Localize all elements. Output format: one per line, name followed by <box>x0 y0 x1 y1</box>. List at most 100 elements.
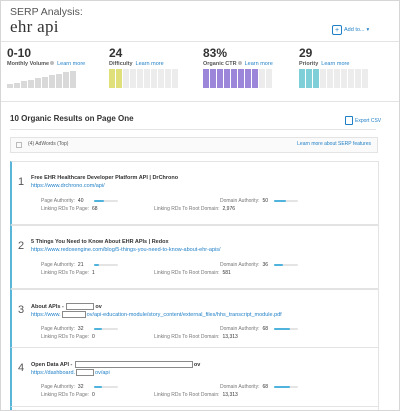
metric-bar-segment <box>123 69 129 88</box>
redacted-text <box>74 361 193 368</box>
export-csv-button[interactable]: Export CSV <box>345 116 381 125</box>
result-url[interactable]: https://www. ov/api-education-module/stor… <box>31 311 282 318</box>
result-title[interactable]: Free EHR Healthcare Developer Platform A… <box>31 175 179 181</box>
metric-bar-segment <box>299 69 305 88</box>
metric-bar-segment <box>116 69 122 88</box>
result-card: 3 About APIs - ov https://www. ov/api-edu… <box>10 289 379 353</box>
metric-bar-segment <box>70 70 76 88</box>
metric-bar-segment <box>327 69 333 88</box>
metric-monthly-volume: 0-10 Monthly Volume Learn more <box>7 46 85 67</box>
metric-bar-segment <box>306 69 312 88</box>
domain-authority-bar <box>274 200 298 202</box>
difficulty-bar <box>109 69 178 88</box>
metric-bar-segment <box>266 69 272 88</box>
domain-authority-bar <box>274 328 298 330</box>
metric-bar-segment <box>14 82 20 88</box>
page-authority-bar <box>94 264 118 266</box>
metric-bar-segment <box>355 69 361 88</box>
linking-rds-root: Linking RDs To Root Domain: 581 <box>154 270 231 276</box>
metric-bar-segment <box>334 69 340 88</box>
metric-label: Monthly Volume <box>7 61 50 67</box>
volume-bar-chart <box>7 69 76 88</box>
metric-value: 29 <box>299 46 313 60</box>
linking-rds-page: Linking RDs To Page: 0 <box>41 392 95 398</box>
result-card <box>10 406 379 410</box>
metric-label: Difficulty <box>109 61 133 67</box>
plus-icon: + <box>332 25 342 35</box>
metric-bar-segment <box>210 69 216 88</box>
metric-difficulty: 24 Difficulty Learn more <box>109 46 164 67</box>
metric-bar-segment <box>109 69 115 88</box>
adwords-row[interactable]: (4) AdWords (Top) Learn more about SERP … <box>10 137 378 153</box>
result-card: 2 5 Things You Need to Know About EHR AP… <box>10 225 379 289</box>
domain-authority: Domain Authority: 68 <box>220 384 269 390</box>
metric-bar-segment <box>224 69 230 88</box>
serp-features-learn-more-link[interactable]: Learn more about SERP features <box>297 141 371 147</box>
result-rank: 1 <box>18 176 25 188</box>
metric-label: Priority <box>299 61 319 67</box>
learn-more-link[interactable]: Learn more <box>244 61 273 67</box>
metric-label: Organic CTR <box>203 61 237 67</box>
metrics-divider <box>1 101 399 102</box>
linking-rds-page: Linking RDs To Page: 0 <box>41 334 95 340</box>
metric-bar-segment <box>144 69 150 88</box>
metric-bar-segment <box>28 79 34 88</box>
page-authority-bar <box>94 200 118 202</box>
metric-bar-segment <box>259 69 265 88</box>
redacted-text <box>76 369 95 376</box>
expand-icon[interactable] <box>16 142 22 148</box>
metric-bar-segment <box>49 75 55 88</box>
metric-bar-segment <box>320 69 326 88</box>
result-card: 1 Free EHR Healthcare Developer Platform… <box>10 161 379 225</box>
result-card: 4 Open Data API - ov https://dashboard. o… <box>10 347 379 410</box>
result-title[interactable]: 5 Things You Need to Know About EHR APIs… <box>31 239 169 245</box>
learn-more-link[interactable]: Learn more <box>57 61 86 67</box>
metric-bar-segment <box>172 69 178 88</box>
metric-bar-segment <box>203 69 209 88</box>
metric-bar-segment <box>252 69 258 88</box>
linking-rds-root: Linking RDs To Root Domain: 13,313 <box>154 392 238 398</box>
add-to-button[interactable]: + Add to... ▾ <box>332 25 369 35</box>
domain-authority: Domain Authority: 36 <box>220 262 269 268</box>
result-rank: 2 <box>18 240 25 252</box>
chevron-down-icon: ▾ <box>366 27 370 33</box>
result-url[interactable]: https://www.drchrono.com/api/ <box>31 183 105 189</box>
learn-more-link[interactable]: Learn more <box>321 61 350 67</box>
metric-organic-ctr: 83% Organic CTR Learn more <box>203 46 273 67</box>
result-url[interactable]: https://www.redoxengine.com/blog/5-thing… <box>31 247 221 253</box>
linking-rds-root: Linking RDs To Root Domain: 2,976 <box>154 206 236 212</box>
metric-bar-segment <box>231 69 237 88</box>
linking-rds-root: Linking RDs To Root Domain: 13,313 <box>154 334 238 340</box>
linking-rds-page: Linking RDs To Page: 68 <box>41 206 98 212</box>
learn-more-link[interactable]: Learn more <box>135 61 164 67</box>
priority-bar <box>299 69 368 88</box>
linking-rds-page: Linking RDs To Page: 1 <box>41 270 95 276</box>
add-to-label: Add to... <box>344 27 365 33</box>
export-csv-label: Export CSV <box>355 117 382 124</box>
page-authority: Page Authority: 21 <box>41 262 84 268</box>
metric-bar-segment <box>348 69 354 88</box>
download-icon <box>345 116 353 125</box>
metric-bar-segment <box>238 69 244 88</box>
result-url[interactable]: https://dashboard. ov/api <box>31 369 110 376</box>
result-title[interactable]: About APIs - ov <box>31 303 102 310</box>
metric-bar-segment <box>130 69 136 88</box>
domain-authority-bar <box>274 264 298 266</box>
metric-bar-segment <box>21 81 27 88</box>
metric-bar-segment <box>7 84 13 88</box>
metric-bar-segment <box>137 69 143 88</box>
metric-value: 24 <box>109 46 123 60</box>
metric-bar-segment <box>245 69 251 88</box>
metric-priority: 29 Priority Learn more <box>299 46 349 67</box>
adwords-label: (4) AdWords (Top) <box>28 141 69 147</box>
results-section-title: 10 Organic Results on Page One <box>10 114 134 123</box>
metric-bar-segment <box>158 69 164 88</box>
metric-bar-segment <box>151 69 157 88</box>
domain-authority: Domain Authority: 68 <box>220 326 269 332</box>
redacted-text <box>61 311 86 318</box>
result-rank: 3 <box>18 304 25 316</box>
page-authority: Page Authority: 32 <box>41 384 84 390</box>
info-icon <box>237 61 242 65</box>
result-title[interactable]: Open Data API - ov <box>31 361 201 368</box>
metric-bar-segment <box>217 69 223 88</box>
